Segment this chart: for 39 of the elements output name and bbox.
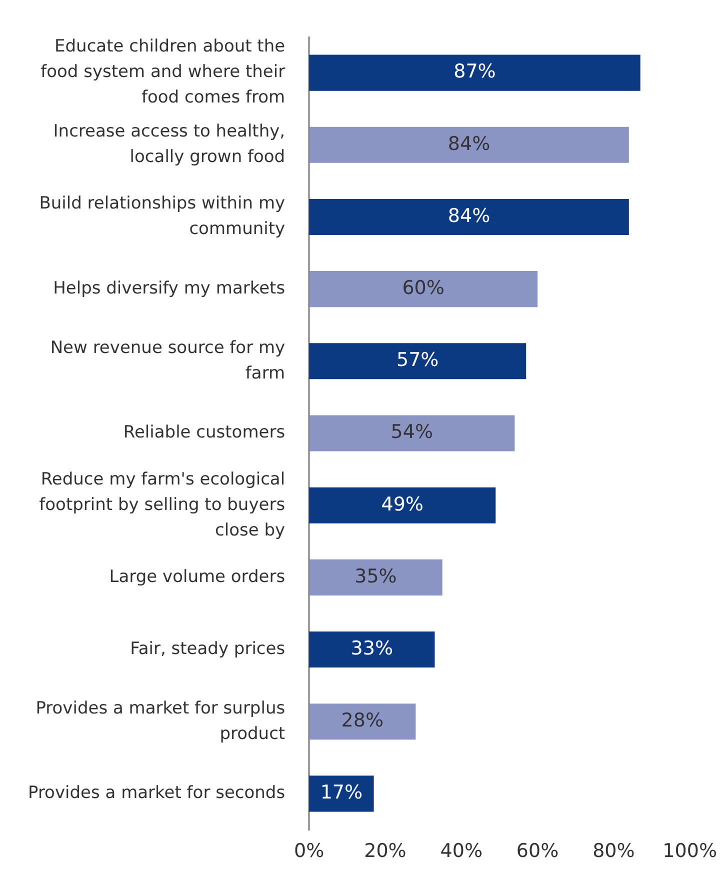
y-tick-label: Helps diversify my markets — [53, 278, 286, 298]
data-label: 84% — [448, 204, 490, 227]
bar — [309, 198, 629, 235]
data-label: 35% — [354, 565, 397, 588]
bar — [309, 271, 538, 308]
data-label: 33% — [350, 637, 394, 660]
y-tick-label: Large volume orders — [109, 566, 286, 587]
y-tick-label: New revenue source for my farm — [50, 338, 286, 384]
x-tick-label: 0% — [294, 840, 324, 862]
x-tick-label: 40% — [440, 840, 483, 862]
bar — [309, 704, 416, 740]
data-label: 57% — [396, 349, 439, 372]
bar — [309, 54, 640, 91]
data-label: 17% — [320, 782, 363, 804]
x-tick-label: 60% — [516, 840, 559, 862]
bar — [309, 487, 496, 524]
bar — [309, 559, 442, 596]
y-tick-label: Educate children about the food system and where their food comes from — [40, 36, 286, 108]
bar — [309, 343, 526, 380]
bar — [309, 776, 374, 812]
data-label: 49% — [381, 493, 424, 516]
bar — [309, 632, 435, 668]
data-label: 84% — [448, 132, 490, 155]
data-label: 28% — [341, 710, 384, 732]
data-label: 87% — [454, 60, 496, 83]
x-tick-label: 100% — [662, 840, 718, 862]
data-label: 54% — [390, 421, 434, 444]
bar — [309, 126, 629, 163]
y-tick-label: Provides a market for surplus product — [36, 698, 286, 744]
y-tick-label: Increase access to healthy, locally grown food — [53, 122, 286, 168]
data-label: 60% — [402, 277, 444, 300]
y-tick-label: Build relationships within my community — [39, 194, 286, 240]
y-tick-label: Provides a market for seconds — [28, 783, 286, 804]
x-tick-label: 20% — [364, 840, 406, 862]
y-tick-label: Reliable customers — [123, 422, 286, 443]
y-tick-label: Reduce my farm's ecological footprint by selling to buyers close by — [39, 469, 286, 540]
y-tick-label: Fair, steady prices — [130, 638, 286, 659]
x-tick-label: 80% — [592, 840, 635, 862]
bar — [309, 415, 515, 452]
